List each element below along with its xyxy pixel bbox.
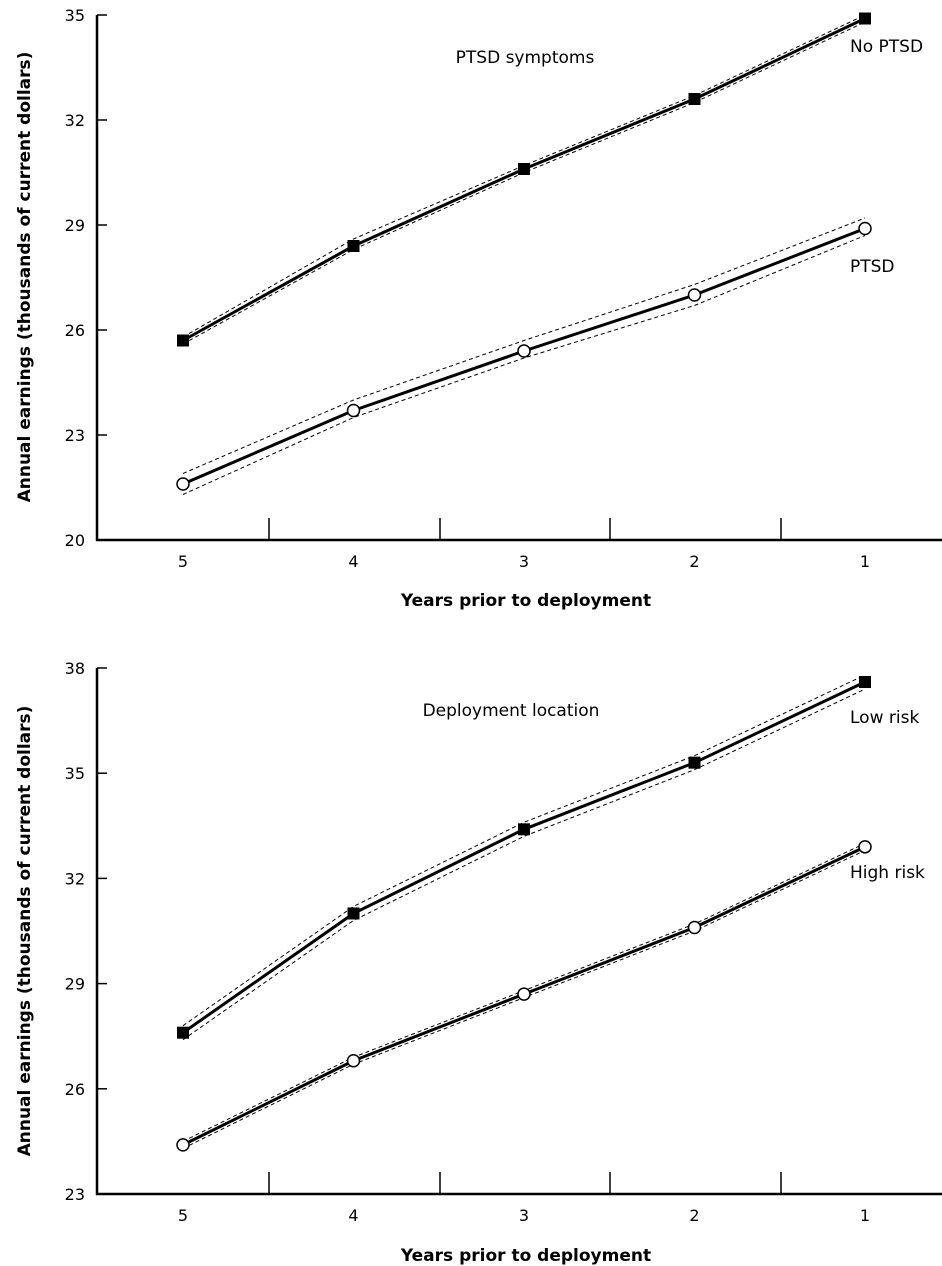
square-marker [688, 93, 701, 105]
square-marker [347, 907, 360, 920]
y-tick-label: 35 [65, 6, 85, 25]
circle-marker [517, 344, 531, 358]
series-label: Low risk [850, 708, 919, 728]
ci-lower-line [182, 235, 866, 495]
y-tick-label: 32 [65, 869, 85, 888]
x-axis-title: Years prior to deployment [400, 591, 651, 611]
circle-marker [858, 221, 872, 236]
y-tick-label: 29 [65, 975, 85, 994]
y-tick-label: 26 [65, 321, 85, 340]
ci-upper-line [182, 217, 866, 474]
x-tick-label: 2 [689, 1206, 699, 1225]
series-2: PTSD [176, 217, 895, 495]
series-1: Low risk [177, 674, 919, 1041]
y-tick-label: 38 [65, 659, 85, 678]
series-2: High risk [176, 840, 925, 1152]
panel-title: Deployment location [423, 701, 600, 721]
series-label: High risk [850, 863, 925, 883]
square-marker [347, 240, 360, 252]
y-tick-label: 20 [65, 531, 85, 550]
ci-lower-line [182, 688, 866, 1041]
circle-marker [858, 840, 872, 854]
square-marker [518, 163, 530, 175]
x-tick-label: 4 [348, 1206, 358, 1225]
square-marker [177, 1026, 189, 1039]
circle-marker [176, 477, 190, 491]
panel-title: PTSD symptoms [456, 48, 595, 68]
x-tick-label: 1 [860, 552, 870, 571]
circle-marker [687, 288, 702, 302]
y-axis-title: Annual earnings (thousands of current do… [15, 52, 35, 503]
ci-upper-line [182, 674, 866, 1027]
y-axis-title: Annual earnings (thousands of current do… [15, 706, 35, 1157]
x-tick-label: 4 [348, 552, 358, 571]
x-tick-label: 1 [860, 1206, 870, 1225]
series-line [182, 680, 866, 1034]
y-tick-label: 29 [65, 216, 85, 235]
circle-marker [346, 1053, 361, 1068]
series-label: PTSD [850, 257, 895, 277]
circle-marker [517, 987, 531, 1001]
x-tick-label: 5 [178, 1206, 188, 1225]
series-label: No PTSD [850, 37, 923, 57]
ci-lower-line [182, 21, 866, 345]
square-marker [859, 676, 871, 689]
square-marker [688, 756, 701, 769]
x-tick-label: 3 [519, 552, 529, 571]
x-tick-label: 5 [178, 552, 188, 571]
y-tick-label: 23 [65, 426, 85, 445]
circle-marker [687, 920, 702, 935]
x-tick-label: 2 [689, 552, 699, 571]
circle-marker [176, 1138, 190, 1152]
x-tick-label: 3 [519, 1206, 529, 1225]
y-tick-label: 23 [65, 1185, 85, 1204]
series-1: No PTSD [177, 12, 923, 347]
square-marker [177, 334, 189, 347]
x-axis-title: Years prior to deployment [400, 1246, 651, 1266]
y-tick-label: 32 [65, 111, 85, 130]
y-tick-label: 26 [65, 1080, 85, 1099]
square-marker [518, 823, 530, 836]
y-tick-label: 35 [65, 764, 85, 783]
circle-marker [346, 403, 361, 418]
square-marker [859, 12, 871, 25]
